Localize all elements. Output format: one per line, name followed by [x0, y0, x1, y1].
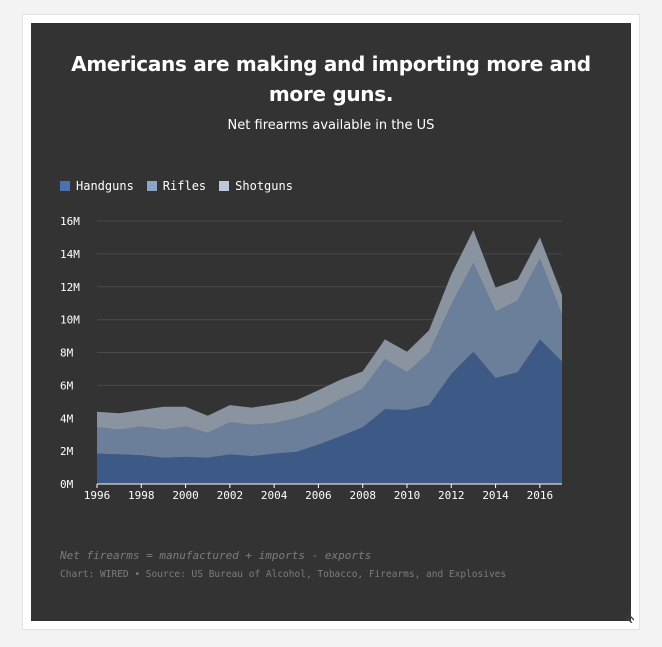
- legend-swatch-shotguns: [219, 181, 230, 191]
- stacked-areas: [97, 230, 562, 484]
- y-tick-label: 0M: [60, 478, 74, 491]
- area-chart: 0M 2M 4M 6M 8M 10M 12M 14M 16M 1996 1998 2000 2002 20…: [60, 215, 562, 502]
- x-tick-label: 2008: [349, 489, 376, 502]
- y-tick-label: 6M: [60, 379, 74, 392]
- legend-item-shotguns: Shotguns: [219, 179, 293, 193]
- x-tick-label: 2010: [394, 489, 421, 502]
- x-tick-label: 2014: [482, 489, 509, 502]
- y-tick-label: 12M: [60, 281, 80, 294]
- legend-label-rifles: Rifles: [162, 179, 207, 193]
- chart-note: Net firearms = manufactured + imports - …: [60, 549, 372, 562]
- x-tick-label: 2012: [438, 489, 465, 502]
- area-rifles: [97, 258, 562, 458]
- x-tick-label: 2016: [527, 489, 554, 502]
- area-shotguns: [97, 230, 562, 433]
- legend-label-shotguns: Shotguns: [235, 179, 293, 193]
- x-tick-label: 1998: [128, 489, 155, 502]
- y-tick-label: 14M: [60, 248, 80, 261]
- legend-item-rifles: Rifles: [146, 179, 207, 193]
- axes: 0M 2M 4M 6M 8M 10M 12M 14M 16M 1996 1998 2000 2002 20…: [60, 215, 562, 502]
- chart-source: Chart: WIRED • Source: US Bureau of Alco…: [60, 569, 507, 580]
- legend-item-handguns: Handguns: [60, 179, 134, 193]
- area-handguns: [97, 339, 562, 484]
- legend-swatch-handguns: [60, 181, 70, 191]
- chart-subtitle: Net firearms available in the US: [227, 118, 435, 133]
- x-tick-label: 2006: [305, 489, 332, 502]
- legend-label-handguns: Handguns: [76, 179, 134, 193]
- x-tick-label: 2002: [217, 489, 244, 502]
- x-tick-label: 2004: [261, 489, 288, 502]
- y-tick-label: 8M: [60, 347, 74, 360]
- y-tick-label: 10M: [60, 314, 80, 327]
- chart-card: Americans are making and importing more …: [31, 23, 631, 621]
- x-tick-label: 2000: [172, 489, 199, 502]
- y-tick-label: 2M: [60, 445, 74, 458]
- y-tick-label: 16M: [60, 215, 80, 228]
- legend-swatch-rifles: [146, 181, 157, 191]
- x-tick-label: 1996: [84, 489, 111, 502]
- y-tick-label: 4M: [60, 412, 74, 425]
- resize-handle-icon[interactable]: [626, 615, 634, 623]
- chart-legend: Handguns Rifles Shotguns: [60, 179, 293, 193]
- chart-title: Americans are making and importing more …: [71, 52, 591, 106]
